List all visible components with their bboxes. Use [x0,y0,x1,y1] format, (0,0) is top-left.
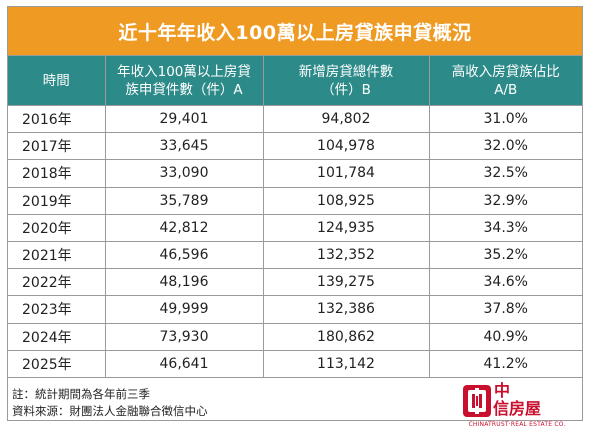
table-title: 近十年年收入100萬以上房貸族申貸概況 [8,7,582,56]
header-line: 新增房貸總件數 [298,63,394,80]
cell-new-mortgage-count: 108,925 [262,186,430,215]
note-period: 註：統計期間為各年前三季 [12,386,150,401]
cell-year: 2022年 [8,268,106,297]
header-line: 高收入房貸族佔比 [451,63,560,80]
table-row: 2021年 46,596 132,352 35.2% [8,240,582,270]
notes: 註：統計期間為各年前三季 資料來源：財團法人金融聯合徵信中心 [12,386,208,420]
table-row: 2017年 33,645 104,978 32.0% [8,132,582,161]
table-row: 2025年 46,641 113,142 41.2% [8,349,582,378]
table-row: 2019年 35,789 108,925 32.9% [8,186,582,215]
cell-year: 2017年 [8,132,106,161]
cell-new-mortgage-count: 101,784 [262,159,430,188]
cell-share: 41.2% [428,349,582,378]
table-row: 2023年 49,999 132,386 37.8% [8,295,582,324]
logo-name-line1: 中 [494,380,511,400]
cell-high-income-count: 33,645 [104,132,264,161]
cell-share: 31.0% [428,104,582,134]
header-line: 族申貸件數（件）A [125,81,243,98]
note-source: 資料來源：財團法人金融聯合徵信中心 [12,403,208,418]
cell-high-income-count: 49,999 [104,295,264,324]
cell-new-mortgage-count: 180,862 [262,322,430,351]
header-share: 高收入房貸族佔比 A/B [428,56,582,106]
logo-english-name: CHINATRUST·REAL ESTATE CO. [468,420,566,428]
cell-new-mortgage-count: 104,978 [262,132,430,161]
company-logo: 中 信房屋 CHINATRUST·REAL ESTATE CO. [462,380,572,430]
cell-share: 40.9% [428,322,582,351]
cell-high-income-count: 35,789 [104,186,264,215]
data-table-card: 近十年年收入100萬以上房貸族申貸概況 時間 年收入100萬以上房貸 族申貸件數（件… [7,6,583,428]
logo-mark-icon [463,384,491,417]
cell-high-income-count: 42,812 [104,213,264,242]
cell-high-income-count: 48,196 [104,268,264,297]
cell-share: 32.9% [428,186,582,215]
table-row: 2020年 42,812 124,935 34.3% [8,213,582,242]
header-line: 年收入100萬以上房貸 [117,63,251,80]
cell-new-mortgage-count: 94,802 [262,104,430,134]
cell-high-income-count: 73,930 [104,322,264,351]
cell-year: 2024年 [8,322,106,351]
table-row: 2016年 29,401 94,802 31.0% [8,104,582,134]
table-row: 2024年 73,930 180,862 40.9% [8,322,582,351]
cell-share: 37.8% [428,295,582,324]
table-row: 2018年 33,090 101,784 32.5% [8,159,582,188]
header-time: 時間 [8,56,106,106]
cell-share: 32.0% [428,132,582,161]
cell-year: 2025年 [8,349,106,378]
header-high-income-count: 年收入100萬以上房貸 族申貸件數（件）A [104,56,264,106]
cell-share: 34.3% [428,213,582,242]
cell-high-income-count: 29,401 [104,104,264,134]
cell-new-mortgage-count: 139,275 [262,268,430,297]
cell-year: 2023年 [8,295,106,324]
cell-new-mortgage-count: 132,386 [262,295,430,324]
cell-share: 35.2% [428,240,582,270]
logo-chinese-name: 中 信房屋 [493,380,571,418]
table-body: 2016年 29,401 94,802 31.0% 2017年 33,645 104,978… [8,104,582,378]
header-row: 時間 年收入100萬以上房貸 族申貸件數（件）A 新增房貸總件數 （件）B 高收入房貸族佔… [8,56,582,106]
cell-year: 2019年 [8,186,106,215]
cell-new-mortgage-count: 113,142 [262,349,430,378]
cell-high-income-count: 46,641 [104,349,264,378]
cell-new-mortgage-count: 124,935 [262,213,430,242]
cell-year: 2016年 [8,104,106,134]
cell-year: 2021年 [8,240,106,270]
header-line: 時間 [42,72,70,89]
cell-high-income-count: 33,090 [104,159,264,188]
header-line: （件）B [321,81,371,98]
cell-new-mortgage-count: 132,352 [262,240,430,270]
cell-share: 34.6% [428,268,582,297]
data-table: 時間 年收入100萬以上房貸 族申貸件數（件）A 新增房貸總件數 （件）B 高收入房貸族佔… [8,56,582,378]
table-row: 2022年 48,196 139,275 34.6% [8,268,582,297]
cell-year: 2018年 [8,159,106,188]
header-line: A/B [494,81,518,98]
cell-high-income-count: 46,596 [104,240,264,270]
logo-name-line2: 信房屋 [493,398,542,418]
header-new-mortgage-count: 新增房貸總件數 （件）B [262,56,430,106]
cell-year: 2020年 [8,213,106,242]
cell-share: 32.5% [428,159,582,188]
footer: 註：統計期間為各年前三季 資料來源：財團法人金融聯合徵信中心 中 信房屋 CHI… [8,378,582,433]
